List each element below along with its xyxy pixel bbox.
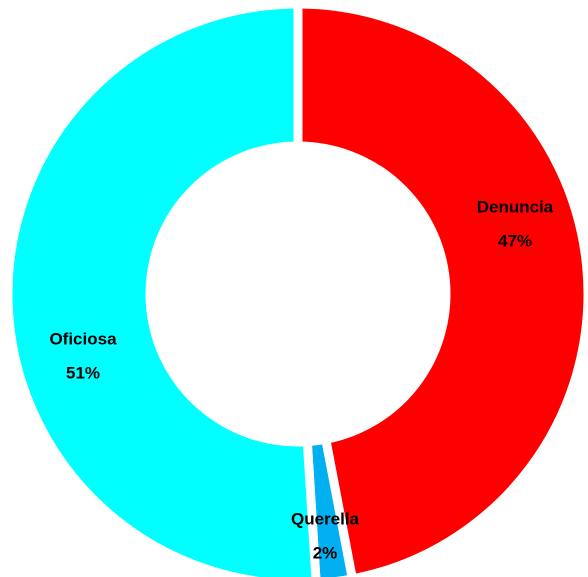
slice-label: Denuncia [477,197,554,216]
donut-slice [3,0,321,577]
slice-label: Oficiosa [49,329,117,348]
slice-value-label: 47% [498,231,532,250]
slice-value-label: 2% [313,543,338,562]
slice-label: Querella [291,509,360,528]
slice-value-label: 51% [66,363,100,382]
donut-slice [293,0,588,577]
